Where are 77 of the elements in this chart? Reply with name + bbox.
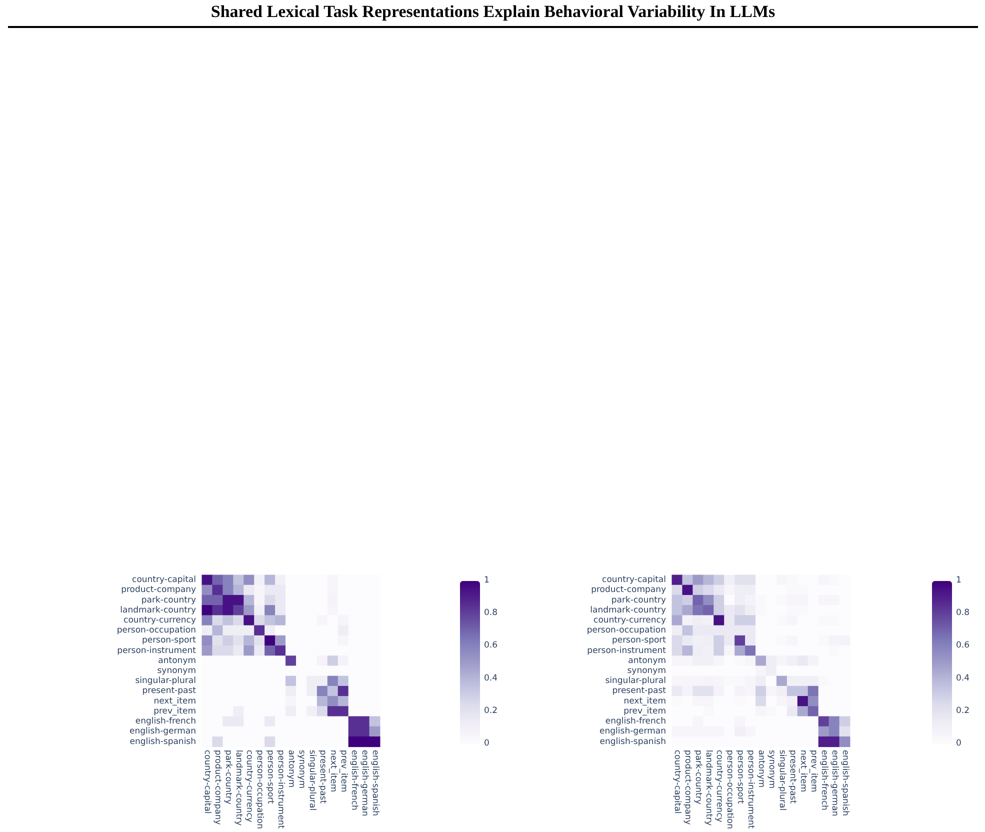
x-tick-label: english-french [348, 750, 359, 810]
y-tick-label: product-company [121, 585, 196, 596]
x-tick-label: prev_item [338, 750, 348, 792]
y-tick-label: person-instrument [587, 646, 667, 656]
y-tick-label: english-spanish [130, 736, 196, 747]
color-bar-label: 0 [484, 738, 490, 748]
y-tick-label: landmark-country [120, 605, 196, 616]
x-tick-label: park-country [223, 750, 234, 804]
x-tick-label: person-instrument [746, 750, 756, 830]
x-tick-label: park-country [693, 750, 704, 804]
y-tick-label: singular-plural [605, 676, 666, 686]
y-tick-label: park-country [141, 595, 196, 606]
color-bar-label: 0.6 [956, 640, 970, 651]
x-tick-label: english-spanish [840, 750, 850, 816]
x-tick-label: person-sport [265, 750, 276, 805]
x-tick-label: english-french [818, 750, 829, 810]
y-tick-label: country-currency [594, 615, 666, 626]
color-bar-label: 0.8 [956, 608, 970, 618]
color-bar-label: 0.8 [484, 608, 498, 618]
color-bar-label: 1 [956, 576, 962, 586]
y-tick-label: antonym [628, 656, 666, 666]
y-tick-label: english-spanish [600, 736, 666, 747]
y-tick-label: prev_item [154, 706, 196, 716]
y-tick-label: country-capital [132, 575, 196, 586]
x-tick-label: present-past [317, 750, 328, 804]
y-tick-label: next_item [624, 696, 666, 706]
x-tick-label: landmark-country [234, 750, 244, 826]
x-tick-label: person-sport [735, 750, 746, 805]
x-tick-label: singular-plural [776, 750, 787, 811]
x-tick-label: synonym [766, 750, 776, 789]
y-tick-label: english-german [130, 726, 196, 737]
x-tick-label: country-currency [244, 750, 254, 822]
y-tick-label: country-currency [124, 615, 196, 626]
x-tick-label: person-instrument [276, 750, 286, 830]
y-tick-label: product-company [591, 585, 666, 596]
y-tick-label: singular-plural [135, 676, 196, 686]
y-tick-label: present-past [142, 686, 197, 696]
color-bar-label: 1 [484, 576, 490, 586]
y-tick-label: person-sport [612, 636, 667, 646]
color-bar-label: 0 [956, 738, 962, 748]
x-tick-label: landmark-country [704, 750, 714, 826]
y-tick-label: synonym [157, 666, 196, 676]
x-tick-label: next_item [328, 750, 338, 792]
color-bar-label: 0.2 [956, 706, 970, 716]
x-tick-label: synonym [296, 750, 306, 789]
x-tick-label: prev_item [808, 750, 818, 792]
y-tick-label: english-german [600, 726, 666, 737]
y-tick-label: prev_item [624, 706, 666, 716]
y-tick-label: park-country [611, 595, 666, 606]
color-bar-label: 0.2 [484, 706, 498, 716]
y-tick-label: person-occupation [116, 626, 196, 636]
text: Shared Lexical Task Representations Explain Behavioral Variability In LLMs [8, 0, 978, 28]
x-tick-label: english-spanish [370, 750, 380, 816]
x-tick-label: present-past [787, 750, 798, 804]
y-tick-label: english-french [605, 716, 666, 727]
y-tick-label: country-capital [602, 575, 666, 586]
y-tick-label: landmark-country [590, 605, 666, 616]
x-tick-label: antonym [756, 750, 766, 788]
y-tick-label: synonym [627, 666, 666, 676]
y-tick-label: antonym [158, 656, 196, 666]
x-tick-label: next_item [798, 750, 808, 792]
x-tick-label: singular-plural [306, 750, 317, 811]
y-tick-label: next_item [154, 696, 196, 706]
x-tick-label: country-currency [714, 750, 724, 822]
y-tick-label: person-sport [142, 636, 197, 646]
color-bar-label: 0.4 [484, 673, 498, 684]
x-tick-label: person-occupation [724, 750, 735, 830]
y-tick-label: person-instrument [117, 646, 197, 656]
y-tick-label: person-occupation [586, 626, 666, 636]
x-tick-label: person-occupation [254, 750, 265, 830]
y-tick-label: english-french [135, 716, 196, 727]
color-bar-label: 0.4 [956, 673, 970, 684]
x-tick-label: english-german [829, 750, 840, 816]
color-bar-label: 0.6 [484, 640, 498, 651]
y-tick-label: present-past [612, 686, 667, 696]
x-tick-label: antonym [286, 750, 296, 788]
x-tick-label: english-german [359, 750, 370, 816]
